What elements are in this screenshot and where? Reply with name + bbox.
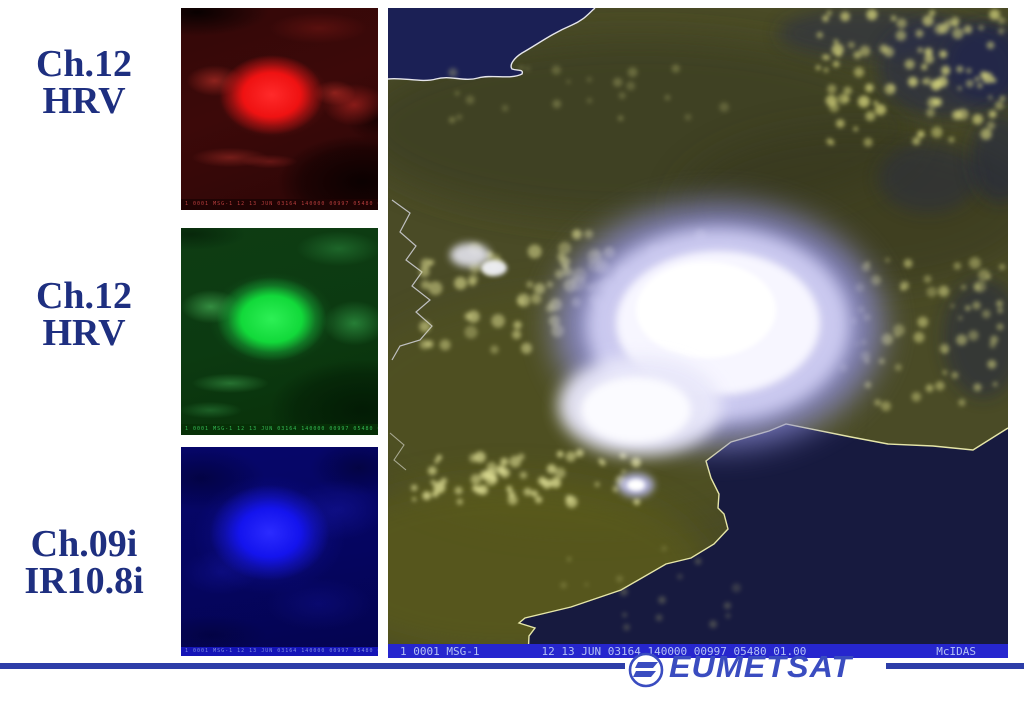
main-satellite-image: 1 0001 MSG-1 12 13 JUN 03164 140000 0099… — [388, 8, 1008, 658]
channel-label-line: IR10.8i — [24, 560, 144, 602]
bottom-rule-left — [0, 663, 625, 669]
status-frame-id: 1 0001 MSG-1 — [400, 644, 480, 658]
eumetsat-logo: EUMETSAT — [627, 651, 851, 689]
thumbnail-blue-channel: 1 0001 MSG-1 12 13 JUN 03164 140000 0099… — [181, 447, 378, 656]
storm-cloud — [553, 203, 883, 456]
status-datetime: 12 13 JUN 03164 140000 00997 05480 01.00 — [541, 644, 807, 658]
coastline-mediterranean — [517, 423, 1008, 657]
thumbnail-status-strip: 1 0001 MSG-1 12 13 JUN 03164 140000 0099… — [181, 424, 378, 435]
coastline-west — [391, 199, 433, 361]
thumbnail-red-channel: 1 0001 MSG-1 12 13 JUN 03164 140000 0099… — [181, 8, 378, 210]
channel-label-line: Ch.12 — [35, 275, 133, 317]
coastline-west-south — [389, 432, 407, 471]
channel-label-green: Ch.12 HRV — [0, 275, 168, 354]
eumetsat-logo-text: EUMETSAT — [669, 649, 853, 684]
thumbnail-status-strip: 1 0001 MSG-1 12 13 JUN 03164 140000 0099… — [181, 647, 378, 656]
channel-label-red: Ch.12 HRV — [0, 43, 168, 122]
coastline-north — [388, 8, 596, 82]
eumetsat-globe-icon — [628, 652, 664, 688]
channel-label-line: Ch.12 — [35, 43, 133, 85]
channel-label-line: HRV — [42, 312, 126, 354]
channel-label-line: Ch.09i — [30, 523, 138, 565]
channel-label-line: HRV — [42, 80, 126, 122]
status-app-name: McIDAS — [936, 644, 976, 658]
sea-bay-of-biscay — [388, 8, 595, 81]
thumbnail-status-strip: 1 0001 MSG-1 12 13 JUN 03164 140000 0099… — [181, 199, 378, 210]
channel-label-blue: Ch.09i IR10.8i — [0, 523, 168, 602]
sea-mediterranean — [519, 424, 1008, 658]
mcidas-status-bar: 1 0001 MSG-1 12 13 JUN 03164 140000 0099… — [388, 644, 1008, 658]
bottom-rule-right — [886, 663, 1024, 669]
thumbnail-green-channel: 1 0001 MSG-1 12 13 JUN 03164 140000 0099… — [181, 228, 378, 435]
satellite-scene — [388, 8, 1008, 658]
